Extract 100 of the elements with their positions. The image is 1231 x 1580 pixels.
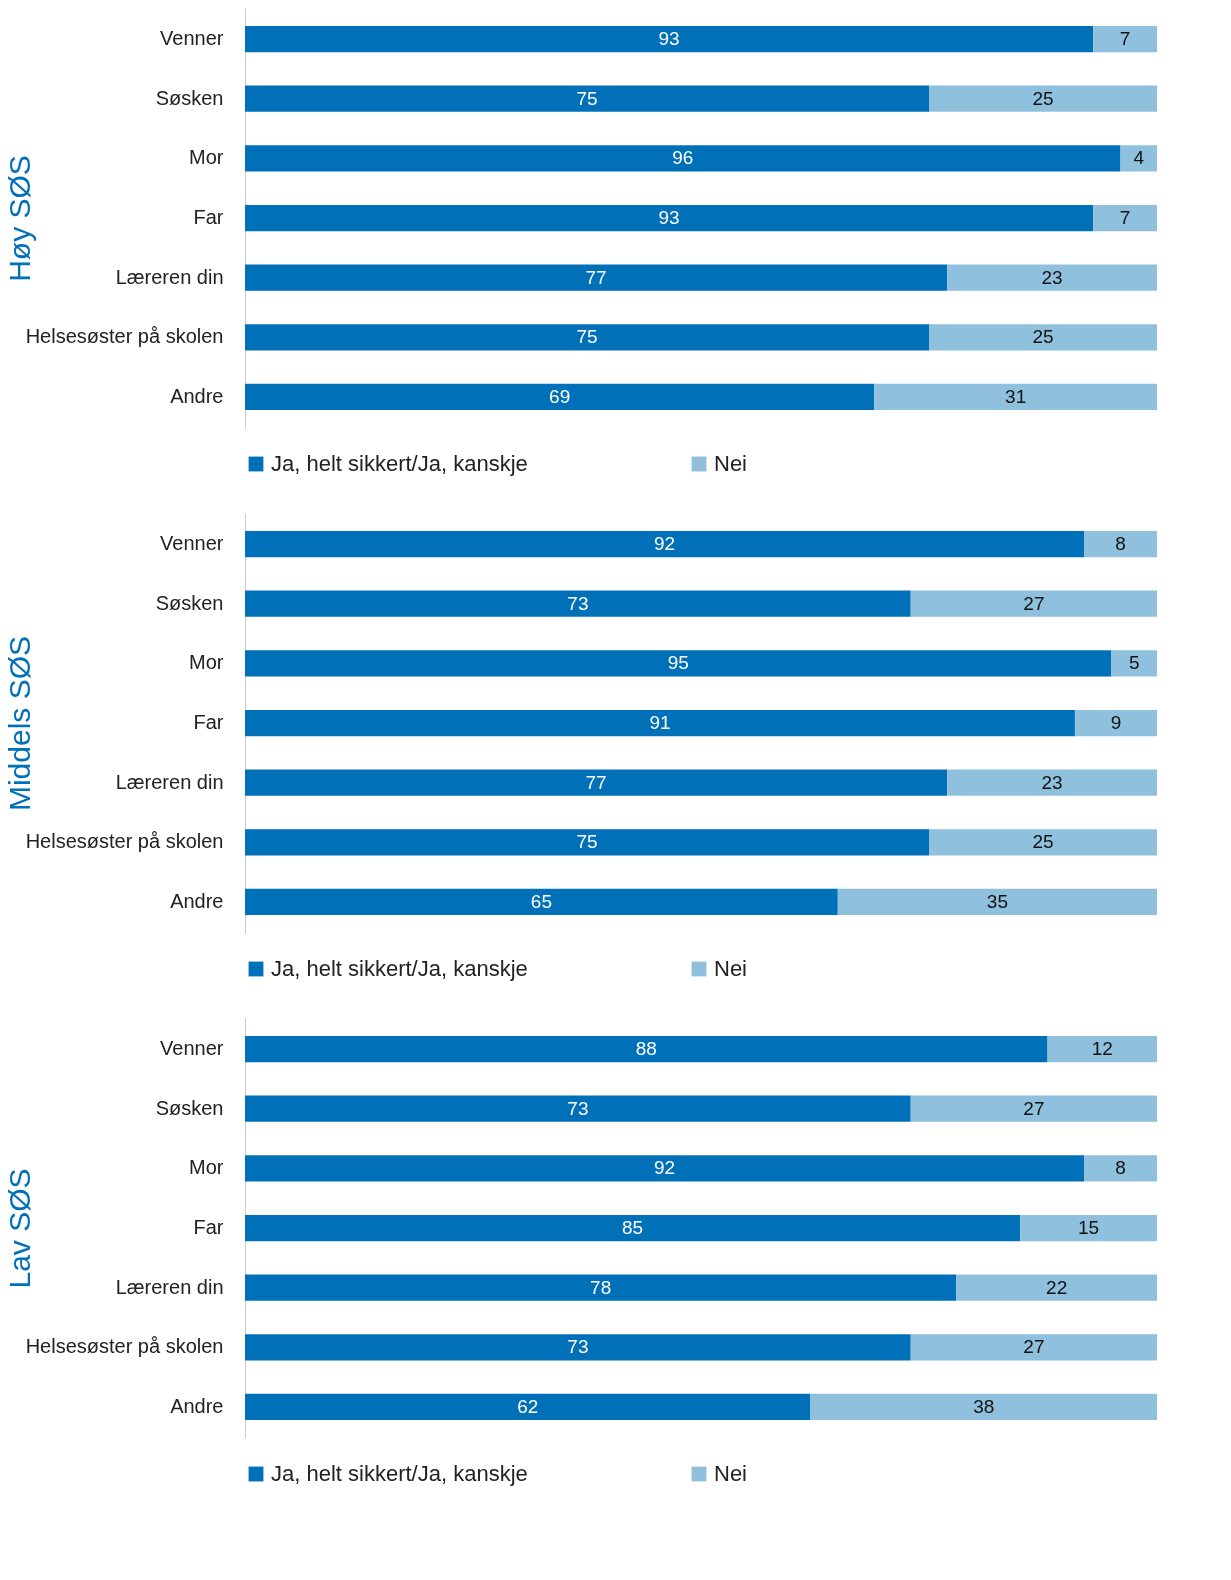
data-label: 22 <box>1046 1276 1068 1298</box>
data-label: 73 <box>567 1097 589 1119</box>
data-label: 27 <box>1023 1336 1045 1358</box>
y-tick-label: Læreren din <box>115 770 224 793</box>
bar <box>837 888 1157 916</box>
y-tick-label: Venner <box>160 532 224 555</box>
bar <box>245 25 1094 53</box>
data-label: 75 <box>576 326 598 348</box>
bar <box>245 264 948 291</box>
data-label: 4 <box>1133 147 1145 169</box>
data-label: 85 <box>622 1217 644 1238</box>
data-label: 15 <box>1078 1217 1100 1238</box>
bar <box>245 590 911 617</box>
data-label: 31 <box>1005 385 1027 407</box>
data-label: 91 <box>649 712 671 733</box>
y-axis-title: Lav SØS <box>2 1168 36 1289</box>
y-tick-label: Andre <box>170 1394 224 1417</box>
bar <box>245 324 929 351</box>
bar <box>245 145 1121 172</box>
bar <box>1084 1155 1157 1182</box>
y-tick-label: Andre <box>170 384 224 407</box>
data-label: 62 <box>517 1395 539 1417</box>
bar <box>1047 1035 1157 1063</box>
bar <box>245 204 1094 232</box>
legend-label: Ja, helt sikkert/Ja, kanskje <box>271 451 528 476</box>
bar <box>947 769 1157 796</box>
data-label: 9 <box>1110 712 1122 733</box>
data-label: 27 <box>1023 592 1045 614</box>
bar <box>929 85 1157 112</box>
data-label: 12 <box>1091 1038 1113 1060</box>
y-tick-label: Mor <box>189 1156 224 1179</box>
data-label: 5 <box>1128 652 1140 674</box>
bar <box>929 829 1157 856</box>
bar <box>245 530 1085 558</box>
data-label: 73 <box>567 1336 589 1358</box>
y-axis-title: Høy SØS <box>2 155 36 282</box>
data-label: 92 <box>653 1157 676 1179</box>
bar <box>245 85 929 112</box>
bar <box>874 383 1157 411</box>
bar <box>1093 204 1157 232</box>
y-tick-label: Far <box>193 1216 224 1238</box>
data-label: 25 <box>1032 326 1054 348</box>
data-label: 25 <box>1032 87 1054 109</box>
y-tick-label: Søsken <box>155 86 224 109</box>
y-tick-label: Far <box>193 711 224 733</box>
bar <box>245 1214 1021 1242</box>
data-label: 73 <box>567 592 589 614</box>
data-label: 7 <box>1119 28 1131 50</box>
data-label: 95 <box>667 652 689 674</box>
bar <box>810 1393 1157 1421</box>
data-label: 38 <box>973 1395 995 1417</box>
bar <box>1111 650 1157 677</box>
data-label: 96 <box>672 147 694 169</box>
bar <box>910 590 1157 617</box>
data-label: 7 <box>1119 207 1131 228</box>
bar <box>929 324 1157 351</box>
y-tick-label: Læreren din <box>115 1275 224 1298</box>
data-label: 78 <box>590 1276 612 1298</box>
bar <box>245 1095 911 1122</box>
data-label: 8 <box>1115 1157 1126 1179</box>
bar <box>245 829 929 856</box>
data-label: 8 <box>1115 533 1126 555</box>
bar <box>1093 25 1157 53</box>
bar <box>245 769 948 796</box>
data-label: 69 <box>549 385 571 407</box>
y-tick-label: Søsken <box>155 591 224 614</box>
legend-label: Nei <box>714 1461 748 1486</box>
y-tick-label: Andre <box>170 889 224 912</box>
legend-label: Ja, helt sikkert/Ja, kanskje <box>271 956 528 981</box>
data-label: 27 <box>1023 1097 1045 1119</box>
y-tick-label: Venner <box>160 1037 224 1060</box>
data-label: 75 <box>576 831 598 853</box>
y-tick-label: Mor <box>189 146 224 169</box>
bar <box>245 1393 811 1421</box>
bar <box>1074 709 1157 737</box>
y-tick-label: Helsesøster på skolen <box>25 1335 224 1358</box>
data-label: 93 <box>658 28 680 50</box>
y-tick-label: Venner <box>160 27 224 50</box>
bar <box>910 1095 1157 1122</box>
data-label: 75 <box>576 87 598 109</box>
bar <box>1084 530 1157 558</box>
legend-label: Nei <box>714 956 748 981</box>
data-label: 92 <box>653 533 676 555</box>
bar <box>1020 1214 1157 1242</box>
data-label: 23 <box>1041 266 1063 288</box>
bar <box>245 650 1112 677</box>
bar <box>947 264 1157 291</box>
y-axis-title: Middels SØS <box>2 635 36 812</box>
bar <box>245 1155 1085 1182</box>
y-tick-label: Mor <box>189 651 224 674</box>
data-label: 25 <box>1032 831 1054 853</box>
bar <box>245 1274 957 1301</box>
bar <box>245 709 1075 737</box>
data-label: 88 <box>635 1038 657 1060</box>
y-tick-label: Helsesøster på skolen <box>25 830 224 853</box>
y-tick-label: Læreren din <box>115 265 224 288</box>
data-label: 93 <box>658 207 680 228</box>
bar <box>245 383 875 411</box>
data-label: 77 <box>585 266 607 288</box>
data-label: 65 <box>530 890 552 912</box>
